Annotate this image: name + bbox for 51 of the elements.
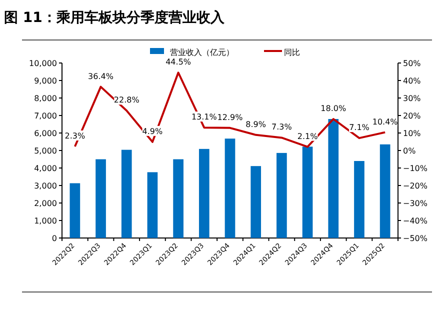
bar (276, 152, 287, 238)
bar (96, 159, 106, 238)
y2-tick-label: 10% (403, 129, 422, 138)
bar (147, 172, 158, 238)
y2-tick-label: −10% (403, 164, 428, 173)
y2-tick-label: 50% (403, 59, 422, 68)
bar (224, 138, 236, 238)
data-label: 4.9% (142, 126, 164, 136)
bar (198, 148, 210, 238)
data-label: 2.1% (297, 132, 318, 141)
data-label: 44.5% (166, 58, 192, 67)
bar (328, 119, 339, 238)
y-tick-label: 1,000 (34, 216, 57, 226)
data-label: 13.1% (191, 112, 218, 122)
data-label: 8.9% (246, 120, 266, 129)
bar (121, 150, 132, 238)
y2-tick-label: −20% (403, 182, 428, 190)
y-tick-label: 8,000 (34, 94, 57, 103)
data-label: 36.4% (88, 72, 114, 81)
data-label: 10.4% (372, 117, 398, 126)
y-tick-label: 7,000 (34, 112, 57, 120)
data-label: 7.1% (349, 123, 370, 132)
bar (173, 159, 184, 238)
y2-tick-label: 40% (403, 76, 422, 86)
y-tick-label: 6,000 (34, 129, 57, 138)
y-tick-label: 9,000 (34, 76, 57, 86)
legend-label: 营业收入（亿元） (170, 48, 234, 57)
bar (70, 183, 80, 238)
y2-tick-label: 0% (403, 146, 416, 156)
data-label: 18.0% (320, 104, 346, 113)
bar (380, 144, 390, 238)
data-label: 2.3% (64, 131, 86, 140)
legend-label: 同比 (284, 48, 300, 57)
y-tick-label: 3,000 (34, 182, 57, 190)
data-label: 7.3% (272, 122, 292, 132)
data-label: 22.8% (114, 96, 140, 105)
data-label: 12.9% (217, 112, 244, 122)
y-tick-label: 2,000 (34, 199, 57, 208)
y2-tick-label: 30% (403, 94, 422, 103)
y2-tick-label: 20% (403, 112, 422, 120)
chart-title: 图 11：乘用车板块分季度营业收入 (4, 9, 226, 26)
bar (250, 166, 262, 238)
y-tick-label: 0 (52, 234, 57, 243)
y-tick-label: 5,000 (34, 146, 57, 156)
y2-tick-label: −40% (403, 216, 428, 226)
bar (302, 146, 313, 238)
y2-tick-label: −30% (403, 199, 428, 208)
bar (354, 161, 364, 238)
y2-tick-label: −50% (403, 234, 428, 243)
y-tick-label: 4,000 (34, 164, 57, 173)
y-tick-label: 10,000 (29, 59, 57, 68)
